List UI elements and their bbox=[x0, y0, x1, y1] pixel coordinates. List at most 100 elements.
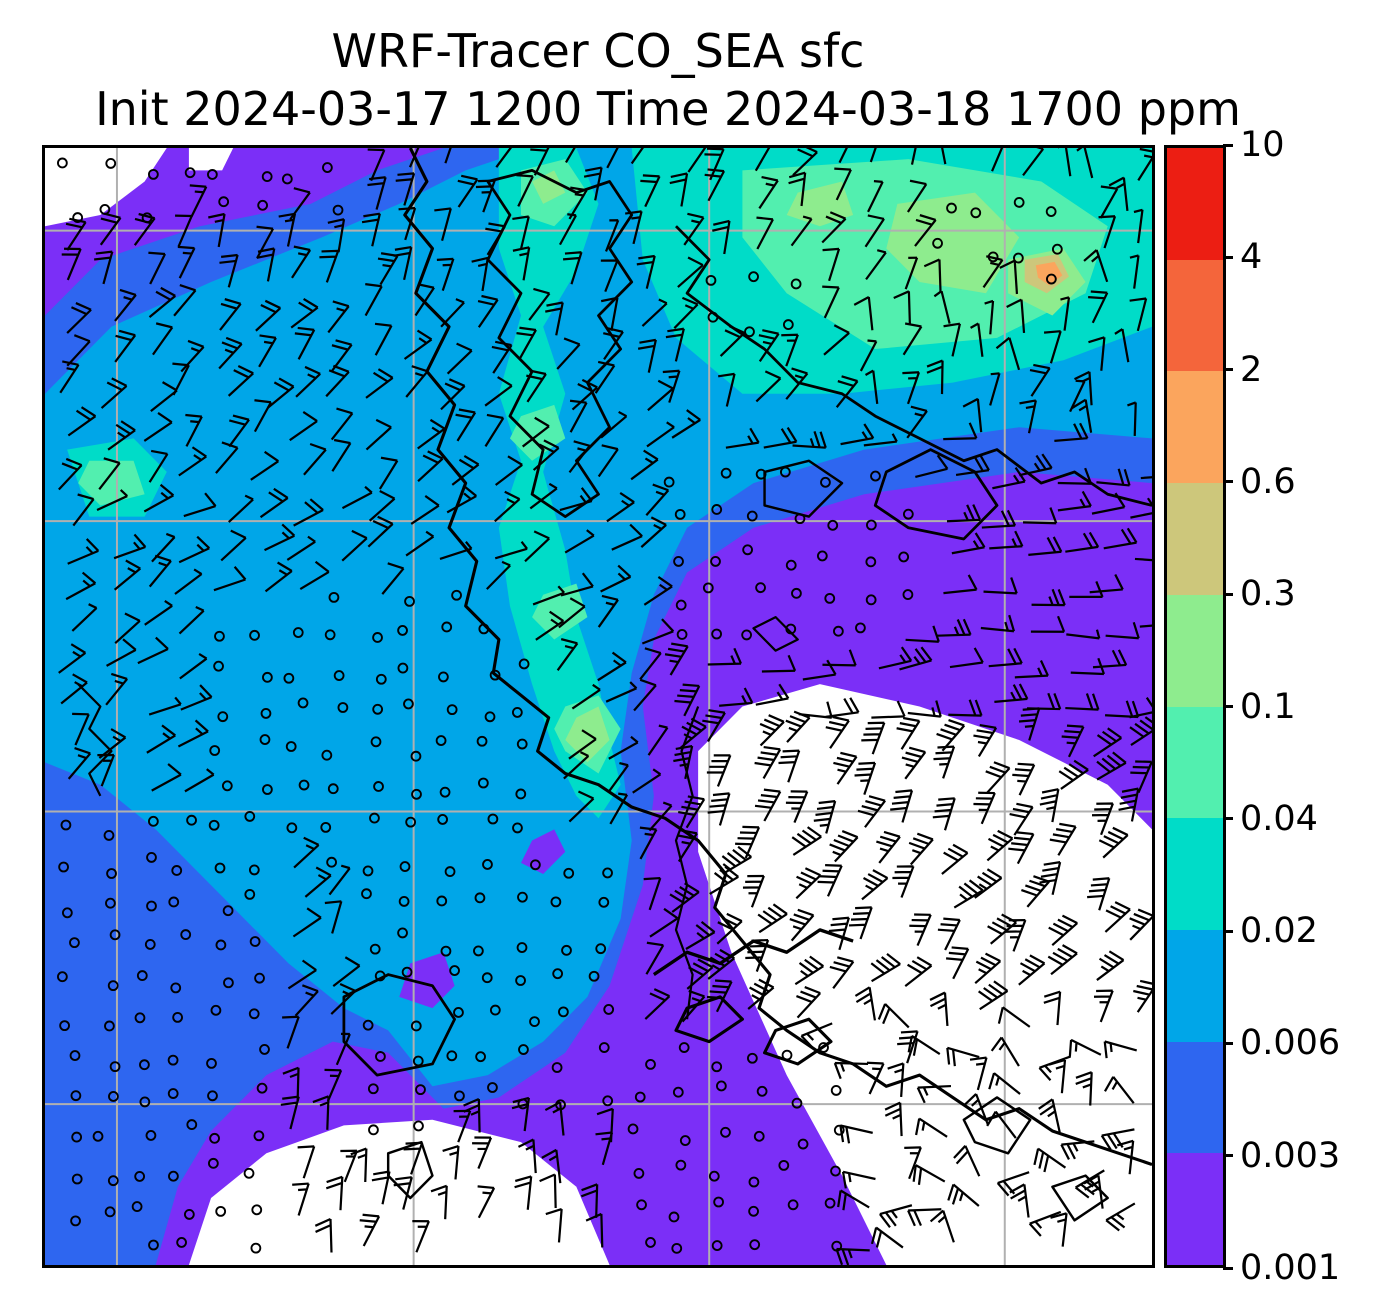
wind-barb bbox=[361, 212, 381, 247]
calm-wind-circle bbox=[711, 1240, 723, 1251]
wind-barb bbox=[412, 1219, 430, 1253]
calm-wind-circle bbox=[210, 1004, 222, 1016]
wind-barb bbox=[987, 913, 1017, 945]
calm-wind-circle bbox=[710, 555, 721, 567]
wind-barb bbox=[664, 642, 689, 676]
calm-wind-circle bbox=[437, 814, 449, 825]
wind-barb bbox=[324, 1068, 343, 1102]
calm-wind-circle bbox=[372, 632, 383, 643]
wind-barb bbox=[929, 1209, 955, 1243]
calm-wind-circle bbox=[671, 1242, 683, 1254]
wind-barb bbox=[644, 988, 671, 1020]
wind-barb bbox=[854, 761, 877, 795]
calm-wind-circle bbox=[209, 745, 221, 756]
wind-barb bbox=[280, 1095, 300, 1130]
wind-barb bbox=[597, 594, 619, 628]
wind-barb bbox=[641, 298, 668, 327]
wind-barb bbox=[665, 327, 685, 362]
wind-barb bbox=[258, 334, 277, 368]
wind-barb bbox=[981, 509, 1017, 529]
wind-barb bbox=[932, 797, 956, 831]
wind-barb bbox=[792, 431, 827, 449]
calm-wind-circle bbox=[711, 1061, 723, 1073]
calm-wind-circle bbox=[679, 1135, 691, 1146]
wind-barb bbox=[511, 1096, 530, 1132]
wind-barb bbox=[943, 322, 962, 357]
wind-barb bbox=[250, 450, 279, 481]
plot-title: WRF-Tracer CO_SEA sfc bbox=[331, 24, 865, 78]
wind-barb bbox=[585, 1212, 604, 1248]
wind-barb bbox=[707, 792, 731, 826]
wind-barb bbox=[253, 399, 272, 433]
wind-barb bbox=[1019, 399, 1037, 434]
wind-barb bbox=[986, 829, 1014, 862]
colorbar-segment bbox=[1167, 483, 1223, 595]
calm-wind-circle bbox=[1013, 196, 1025, 208]
wind-barb bbox=[152, 322, 174, 356]
wind-barb bbox=[451, 454, 480, 486]
wind-barb bbox=[953, 1145, 981, 1177]
wind-barb bbox=[1023, 507, 1058, 525]
calm-wind-circle bbox=[286, 822, 298, 834]
wind-barb bbox=[381, 562, 405, 595]
wind-barb bbox=[332, 956, 361, 987]
calm-wind-circle bbox=[262, 784, 273, 795]
wind-barb bbox=[877, 1003, 910, 1029]
wind-barb bbox=[933, 745, 956, 779]
wind-barb bbox=[685, 920, 716, 950]
wind-barb bbox=[571, 683, 601, 710]
wind-barb bbox=[294, 984, 319, 1017]
calm-wind-circle bbox=[707, 311, 719, 323]
wind-barb bbox=[417, 450, 444, 483]
calm-wind-circle bbox=[217, 711, 229, 723]
wind-barb bbox=[905, 625, 940, 643]
wind-barb bbox=[757, 903, 788, 934]
wind-barb bbox=[1129, 297, 1148, 332]
wind-barb bbox=[716, 912, 743, 945]
wind-barb bbox=[295, 365, 321, 398]
map-panel bbox=[42, 145, 1155, 1268]
calm-wind-circle bbox=[487, 1082, 498, 1093]
calm-wind-circle bbox=[1045, 206, 1057, 217]
wind-barb bbox=[1065, 693, 1100, 711]
calm-wind-circle bbox=[361, 888, 372, 900]
calm-wind-circle bbox=[370, 736, 382, 748]
wind-barb bbox=[707, 647, 742, 666]
wind-barb bbox=[1018, 707, 1041, 741]
wind-barb bbox=[408, 148, 420, 168]
calm-wind-circle bbox=[451, 589, 462, 601]
wind-barb bbox=[1093, 727, 1122, 758]
calm-wind-circle bbox=[1013, 252, 1024, 264]
calm-wind-circle bbox=[830, 1084, 842, 1096]
calm-wind-circle bbox=[1046, 273, 1057, 285]
calm-wind-circle bbox=[58, 861, 69, 873]
calm-wind-circle bbox=[215, 939, 227, 951]
colorbar-tick bbox=[1223, 929, 1233, 933]
wind-barb bbox=[219, 253, 239, 288]
wind-barb bbox=[430, 1184, 448, 1220]
wind-barb bbox=[185, 413, 203, 447]
calm-wind-circle bbox=[397, 662, 409, 674]
wind-barb bbox=[1012, 762, 1036, 796]
wind-barb bbox=[304, 866, 332, 898]
wind-barb bbox=[444, 148, 452, 164]
wind-barb bbox=[571, 378, 599, 411]
wind-barb bbox=[484, 413, 505, 447]
calm-wind-circle bbox=[791, 587, 802, 599]
calm-wind-circle bbox=[705, 274, 717, 286]
calm-wind-circle bbox=[708, 1170, 720, 1182]
calm-wind-circle bbox=[249, 629, 260, 641]
wind-barb bbox=[1130, 760, 1152, 794]
calm-wind-circle bbox=[218, 196, 230, 208]
wind-barb bbox=[484, 376, 513, 407]
wind-barb bbox=[558, 597, 586, 629]
wind-barb bbox=[367, 148, 386, 182]
calm-wind-circle bbox=[184, 167, 196, 179]
calm-wind-circle bbox=[529, 1016, 540, 1028]
wind-barb bbox=[833, 1061, 869, 1080]
calm-wind-circle bbox=[253, 1130, 265, 1142]
colorbar-tick-label: 4 bbox=[1240, 237, 1263, 278]
wind-barb bbox=[1068, 1038, 1102, 1057]
calm-wind-circle bbox=[244, 888, 256, 900]
wind-barb bbox=[564, 529, 595, 554]
